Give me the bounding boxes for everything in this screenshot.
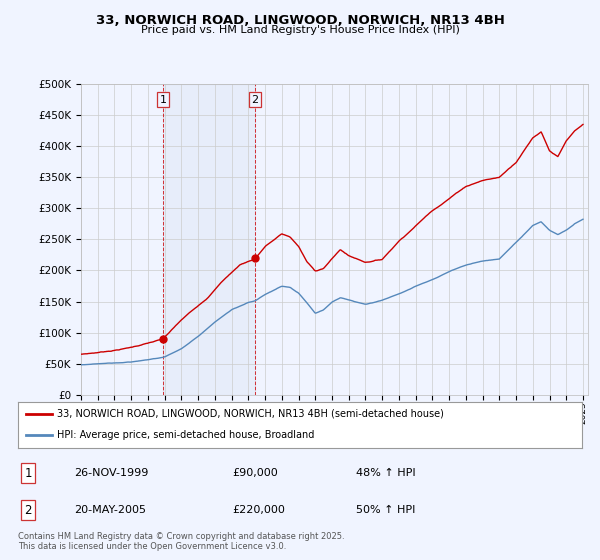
Text: 50% ↑ HPI: 50% ↑ HPI — [356, 505, 416, 515]
Text: 20-MAY-2005: 20-MAY-2005 — [74, 505, 146, 515]
Text: 2: 2 — [25, 503, 32, 517]
Text: 2: 2 — [251, 95, 259, 105]
Text: 48% ↑ HPI: 48% ↑ HPI — [356, 468, 416, 478]
Text: 1: 1 — [160, 95, 166, 105]
Text: 33, NORWICH ROAD, LINGWOOD, NORWICH, NR13 4BH: 33, NORWICH ROAD, LINGWOOD, NORWICH, NR1… — [95, 14, 505, 27]
Text: £220,000: £220,000 — [232, 505, 285, 515]
Text: HPI: Average price, semi-detached house, Broadland: HPI: Average price, semi-detached house,… — [58, 430, 315, 440]
Text: 33, NORWICH ROAD, LINGWOOD, NORWICH, NR13 4BH (semi-detached house): 33, NORWICH ROAD, LINGWOOD, NORWICH, NR1… — [58, 409, 445, 418]
Text: Contains HM Land Registry data © Crown copyright and database right 2025.
This d: Contains HM Land Registry data © Crown c… — [18, 532, 344, 552]
Text: 1: 1 — [25, 466, 32, 480]
Text: Price paid vs. HM Land Registry's House Price Index (HPI): Price paid vs. HM Land Registry's House … — [140, 25, 460, 35]
Text: £90,000: £90,000 — [232, 468, 278, 478]
Text: 26-NOV-1999: 26-NOV-1999 — [74, 468, 149, 478]
Bar — [163, 84, 255, 395]
